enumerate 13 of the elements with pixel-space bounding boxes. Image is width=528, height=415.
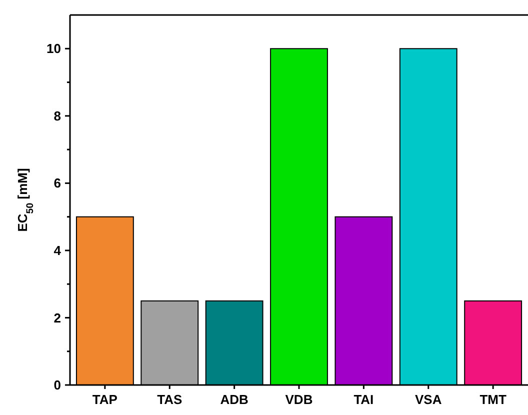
y-tick-label: 10 xyxy=(46,41,61,56)
y-tick-label: 2 xyxy=(54,310,61,326)
y-tick-label: 0 xyxy=(54,378,61,393)
y-tick-label: 4 xyxy=(54,243,62,258)
x-tick-label: TAS xyxy=(157,392,182,407)
x-tick-label: ADB xyxy=(220,392,248,407)
y-tick-label: 6 xyxy=(54,176,61,191)
y-tick-label: 8 xyxy=(54,108,61,124)
x-tick-label: TAI xyxy=(354,392,374,407)
x-tick-label: VDB xyxy=(285,392,313,407)
x-tick-label: VSA xyxy=(415,392,442,407)
x-tick-label: TAP xyxy=(92,392,118,407)
x-tick-label: TMT xyxy=(480,392,506,407)
